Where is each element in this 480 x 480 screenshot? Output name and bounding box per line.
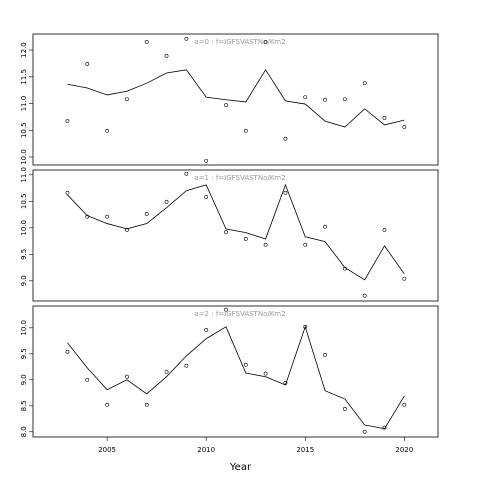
point bbox=[323, 352, 327, 357]
point bbox=[125, 97, 129, 102]
point bbox=[184, 171, 189, 176]
point bbox=[402, 402, 407, 407]
point bbox=[85, 214, 90, 219]
point bbox=[144, 402, 149, 407]
point bbox=[105, 214, 110, 219]
y-tick-label: 10.0 bbox=[20, 220, 28, 236]
point bbox=[303, 242, 308, 247]
y-tick-label: 9.0 bbox=[20, 275, 28, 286]
point bbox=[65, 190, 70, 195]
point bbox=[342, 97, 347, 102]
point bbox=[263, 371, 268, 376]
point bbox=[243, 237, 248, 241]
point bbox=[164, 199, 169, 204]
point bbox=[243, 128, 248, 133]
point bbox=[303, 324, 308, 329]
panel-frame bbox=[32, 169, 439, 302]
point bbox=[105, 128, 110, 133]
point bbox=[362, 293, 367, 298]
point bbox=[303, 95, 308, 99]
point bbox=[204, 195, 209, 199]
point bbox=[402, 125, 407, 129]
line bbox=[67, 183, 405, 281]
y-tick-label: 11.0 bbox=[20, 167, 28, 183]
y-tick-label: 10.5 bbox=[20, 122, 28, 138]
point bbox=[283, 381, 288, 385]
point bbox=[362, 81, 367, 86]
panel-frame bbox=[32, 33, 439, 166]
y-tick-label: 8.5 bbox=[20, 400, 28, 411]
point bbox=[224, 103, 228, 108]
line bbox=[67, 69, 405, 128]
point bbox=[144, 212, 149, 216]
x-tick-label: 2010 bbox=[197, 446, 215, 454]
annotation: a=2 : f=IGFSVASTNo/Km2 bbox=[194, 310, 285, 318]
point bbox=[164, 54, 169, 58]
point bbox=[184, 363, 189, 368]
point bbox=[85, 62, 90, 66]
point bbox=[243, 362, 248, 367]
y-tick-label: 8.0 bbox=[20, 426, 28, 437]
y-tick-label: 12.0 bbox=[20, 42, 28, 58]
point bbox=[144, 40, 149, 44]
point bbox=[382, 425, 387, 430]
panel-frame bbox=[32, 305, 439, 438]
point bbox=[263, 242, 268, 247]
y-tick-label: 11.0 bbox=[20, 96, 28, 112]
annotation: a=1 : f=IGFSVASTNo/Km2 bbox=[194, 174, 285, 182]
point bbox=[65, 349, 70, 354]
x-tick-label: 2005 bbox=[98, 446, 116, 454]
point bbox=[382, 228, 387, 232]
point bbox=[382, 116, 387, 120]
point bbox=[125, 374, 129, 379]
x-axis-label: Year bbox=[229, 462, 252, 473]
y-tick-label: 10.0 bbox=[20, 149, 28, 165]
point bbox=[204, 158, 209, 163]
point bbox=[342, 266, 347, 271]
annotation: a=0 : f=IGFSVASTNo/Km2 bbox=[194, 38, 285, 46]
y-tick-label: 9.0 bbox=[20, 374, 28, 385]
point bbox=[323, 224, 327, 229]
point bbox=[283, 190, 288, 195]
point bbox=[204, 328, 209, 332]
point bbox=[65, 119, 70, 124]
y-tick-label: 10.5 bbox=[20, 193, 28, 209]
line bbox=[67, 325, 405, 430]
point bbox=[125, 228, 129, 232]
point bbox=[224, 230, 228, 234]
point bbox=[164, 370, 169, 374]
point bbox=[263, 40, 268, 44]
y-tick-label: 11.5 bbox=[20, 69, 28, 85]
point bbox=[323, 97, 327, 102]
x-tick-label: 2015 bbox=[296, 446, 314, 454]
y-tick-label: 10.0 bbox=[20, 320, 28, 336]
y-tick-label: 9.5 bbox=[20, 249, 28, 260]
point bbox=[283, 136, 288, 141]
point bbox=[224, 307, 228, 312]
point bbox=[105, 402, 110, 407]
point bbox=[362, 429, 367, 434]
x-tick-label: 2020 bbox=[395, 446, 413, 454]
point bbox=[85, 377, 90, 382]
point bbox=[342, 407, 347, 411]
y-tick-label: 9.5 bbox=[20, 348, 28, 359]
point bbox=[184, 36, 189, 41]
point bbox=[402, 276, 407, 281]
